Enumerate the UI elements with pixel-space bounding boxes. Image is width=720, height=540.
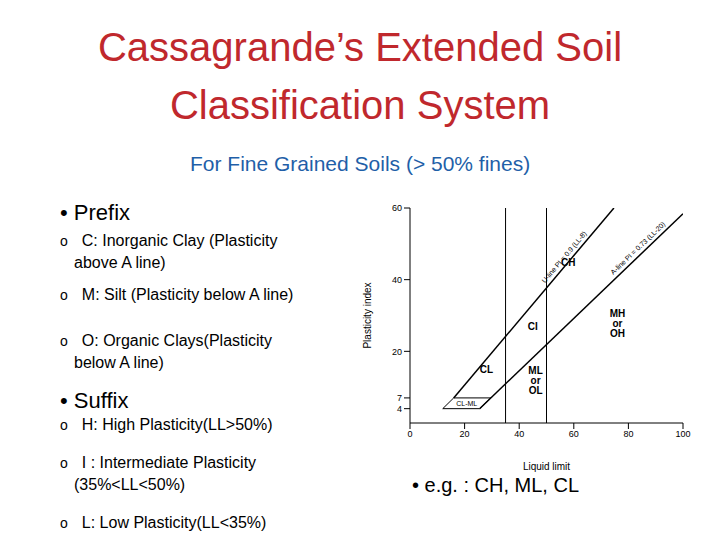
svg-text:U-line PI = 0.9 (LL-8): U-line PI = 0.9 (LL-8) [540,230,588,285]
svg-text:A-line PI = 0.73 (LL-20): A-line PI = 0.73 (LL-20) [609,220,667,276]
html-text:O: Organic Clays(Plasticity: O: Organic Clays(Plasticity [81,332,273,349]
html-text:o: o [60,333,68,349]
html-text:o: o [60,455,68,471]
svg-text:60: 60 [392,203,402,213]
svg-text:Liquid limit: Liquid limit [523,461,570,472]
svg-text:MLorOL: MLorOL [528,365,542,396]
svg-text:40: 40 [392,275,402,285]
svg-text:7: 7 [397,393,402,403]
svg-text:20: 20 [460,429,470,439]
html-text:L: Low Plasticity(LL<35%): L: Low Plasticity(LL<35%) [81,514,267,531]
svg-text:CL: CL [480,364,493,375]
html-text:H: High Plasticity(LL>50%): H: High Plasticity(LL>50%) [81,416,273,433]
html-text:above A line): above A line) [74,254,166,271]
html-text:o: o [60,515,68,531]
svg-text:CL-ML: CL-ML [456,400,477,407]
svg-text:Plasticity index: Plasticity index [362,282,373,348]
html-text:C: Inorganic Clay (Plasticity: C: Inorganic Clay (Plasticity [81,232,278,249]
svg-text:80: 80 [623,429,633,439]
svg-text:0: 0 [407,429,412,439]
html-text:• Suffix: • Suffix [60,388,129,413]
html-text:I : Intermediate Plasticity: I : Intermediate Plasticity [81,454,257,471]
html-text:For Fine Grained Soils (> 50%: For Fine Grained Soils (> 50% fines) [190,152,531,175]
svg-text:CI: CI [528,321,538,332]
html-text:o: o [60,417,68,433]
svg-text:40: 40 [514,429,524,439]
html-text:M: Silt (Plasticity below A li: M: Silt (Plasticity below A line) [81,286,294,303]
svg-text:4: 4 [397,404,402,414]
html-text:o: o [60,233,68,249]
html-text:Cassagrande’s Extended Soil: Cassagrande’s Extended Soil [98,25,622,69]
svg-text:CH: CH [561,257,575,268]
html-text:• e.g. : CH, ML, CL: • e.g. : CH, ML, CL [412,474,580,496]
html-text:• Prefix: • Prefix [60,200,131,225]
html-text:o: o [60,287,68,303]
svg-text:60: 60 [569,429,579,439]
svg-text:MHorOH: MHorOH [610,308,626,339]
html-text:Classification System: Classification System [169,83,551,127]
html-text:(35%<LL<50%): (35%<LL<50%) [74,476,186,493]
svg-text:20: 20 [392,347,402,357]
svg-text:100: 100 [675,429,690,439]
html-text:below A line): below A line) [74,354,164,371]
